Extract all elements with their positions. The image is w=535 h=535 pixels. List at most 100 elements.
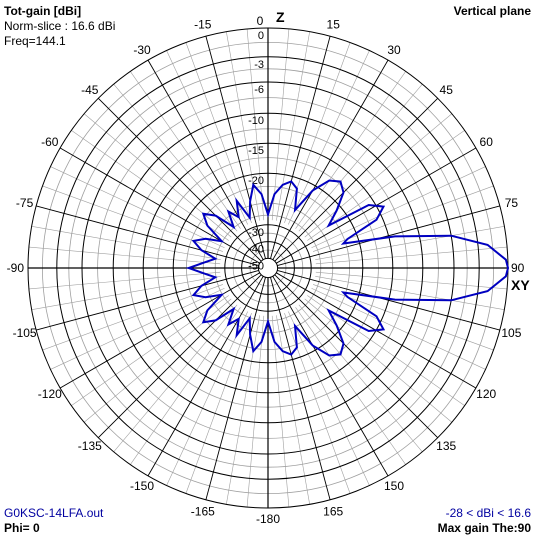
- spoke-135: [274, 274, 439, 439]
- minor-spoke: [130, 71, 241, 229]
- angle-label-150: 150: [384, 479, 404, 493]
- radiation-pattern: [185, 179, 510, 357]
- minor-spoke: [50, 288, 225, 370]
- minor-spoke: [166, 311, 248, 486]
- minor-spoke: [313, 185, 494, 252]
- ring-label-4: -15: [248, 145, 264, 157]
- angle-label-15: 15: [327, 18, 341, 32]
- minor-spoke: [304, 298, 453, 423]
- angle-label-135: 135: [436, 439, 456, 453]
- angle-label--60: -60: [41, 135, 59, 149]
- spoke-345: [205, 36, 266, 259]
- minor-spoke: [185, 42, 252, 223]
- minor-spoke: [50, 166, 225, 248]
- spoke-30: [272, 59, 389, 260]
- angle-label-90: 90: [511, 261, 525, 275]
- minor-spoke: [295, 71, 406, 229]
- minor-spoke: [166, 50, 248, 225]
- plane-label: Vertical plane: [453, 4, 531, 18]
- minor-spoke: [226, 31, 260, 221]
- minor-spoke: [113, 304, 238, 453]
- spoke-165: [270, 277, 331, 500]
- spoke-330: [147, 59, 264, 260]
- minor-spoke: [315, 271, 508, 290]
- ring-label-0: 0: [258, 30, 264, 42]
- angle-label-60: 60: [480, 135, 494, 149]
- minor-spoke: [313, 284, 494, 351]
- minor-spoke: [315, 276, 505, 310]
- angle-label--45: -45: [81, 83, 99, 97]
- minor-spoke: [288, 50, 370, 225]
- angle-label-30: 30: [387, 43, 401, 57]
- spoke-105: [277, 270, 500, 331]
- angle-label--90: -90: [7, 261, 25, 275]
- minor-spoke: [31, 276, 221, 310]
- angle-label--105: -105: [13, 326, 37, 340]
- angle-label-75: 75: [505, 196, 519, 210]
- norm-slice: Norm-slice : 16.6 dBi: [4, 19, 116, 33]
- phi-label: Phi= 0: [4, 521, 40, 535]
- spoke-225: [97, 274, 262, 439]
- minor-spoke: [315, 226, 505, 260]
- spoke-285: [36, 205, 259, 266]
- xy-axis-label: XY: [511, 277, 530, 293]
- angle-label-165: 165: [323, 504, 343, 518]
- max-gain: Max gain The:90: [437, 521, 531, 535]
- minor-spoke: [28, 246, 221, 265]
- frequency: Freq=144.1: [4, 34, 66, 48]
- minor-spoke: [298, 83, 423, 232]
- angle-label-120: 120: [476, 387, 496, 401]
- angle-label-105: 105: [501, 326, 521, 340]
- minor-spoke: [83, 298, 232, 423]
- ring-labels: 0 -3 -6 -10 -15 -20 -30 -40 -50: [248, 30, 264, 272]
- angle-label--165: -165: [191, 504, 215, 518]
- angle-label--180: -180: [256, 512, 280, 526]
- angle-label-45: 45: [440, 83, 454, 97]
- z-axis-label: Z: [276, 9, 285, 25]
- ring-label-7: -40: [248, 244, 264, 256]
- minor-spoke: [295, 307, 406, 465]
- minor-spoke: [315, 246, 508, 265]
- angle-label--120: -120: [38, 387, 62, 401]
- angle-labels: 0 153045607590105120135150165-180-165-150…: [7, 14, 525, 526]
- spoke-75: [277, 205, 500, 266]
- spoke-210: [147, 276, 264, 477]
- minor-spoke: [246, 28, 265, 221]
- ring-label-1: -3: [254, 59, 264, 71]
- minor-spoke: [284, 313, 351, 494]
- minor-spoke: [28, 271, 221, 290]
- ring-label-3: -10: [248, 115, 264, 127]
- minor-spoke: [185, 313, 252, 494]
- minor-spoke: [284, 42, 351, 223]
- spoke-195: [205, 277, 266, 500]
- plot-title: Tot-gain [dBi]: [4, 4, 82, 18]
- minor-spoke: [288, 311, 370, 486]
- ring-label-6: -30: [248, 227, 264, 239]
- minor-spoke: [71, 295, 229, 406]
- minor-spoke: [276, 31, 310, 221]
- ring-label-5: -20: [248, 175, 264, 187]
- minor-spoke: [271, 315, 290, 508]
- ring-label-8: -50: [248, 260, 264, 272]
- minor-spoke: [298, 304, 423, 453]
- minor-spoke: [113, 83, 238, 232]
- angle-spokes: [28, 28, 508, 508]
- spoke-240: [59, 272, 260, 389]
- minor-spoke: [246, 315, 265, 508]
- minor-spoke: [276, 315, 310, 505]
- angle-label--30: -30: [133, 43, 151, 57]
- spoke-300: [59, 147, 260, 264]
- ring-label-2: -6: [254, 84, 264, 96]
- spoke-15: [270, 36, 331, 259]
- angle-label--15: -15: [194, 18, 212, 32]
- angle-label--150: -150: [130, 479, 154, 493]
- minor-spoke: [311, 166, 486, 248]
- spoke-150: [272, 276, 389, 477]
- minor-spoke: [130, 307, 241, 465]
- minor-spoke: [311, 288, 486, 370]
- minor-spoke: [304, 113, 453, 238]
- angle-label--75: -75: [16, 196, 34, 210]
- spoke-255: [36, 270, 259, 331]
- spoke-45: [274, 97, 439, 262]
